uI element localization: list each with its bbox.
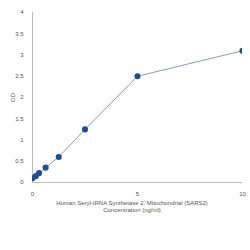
svg-text:3: 3	[20, 52, 24, 58]
svg-text:5: 5	[136, 191, 140, 197]
svg-text:1: 1	[20, 137, 24, 143]
svg-text:0.5: 0.5	[15, 158, 24, 164]
svg-text:10: 10	[239, 191, 246, 197]
svg-text:OD: OD	[10, 92, 16, 102]
html-text:Human Seryl-tRNA Synthetase 2,: Human Seryl-tRNA Synthetase 2, Mitochond…	[56, 200, 208, 206]
svg-text:1.5: 1.5	[15, 116, 24, 122]
svg-text:0: 0	[20, 179, 24, 185]
html-text:Concentration (ng/ml): Concentration (ng/ml)	[103, 207, 161, 213]
svg-text:0: 0	[31, 191, 35, 197]
svg-text:3.5: 3.5	[15, 31, 24, 37]
svg-text:2: 2	[20, 94, 24, 100]
svg-text:2.5: 2.5	[15, 73, 24, 79]
svg-text:4: 4	[20, 9, 24, 15]
